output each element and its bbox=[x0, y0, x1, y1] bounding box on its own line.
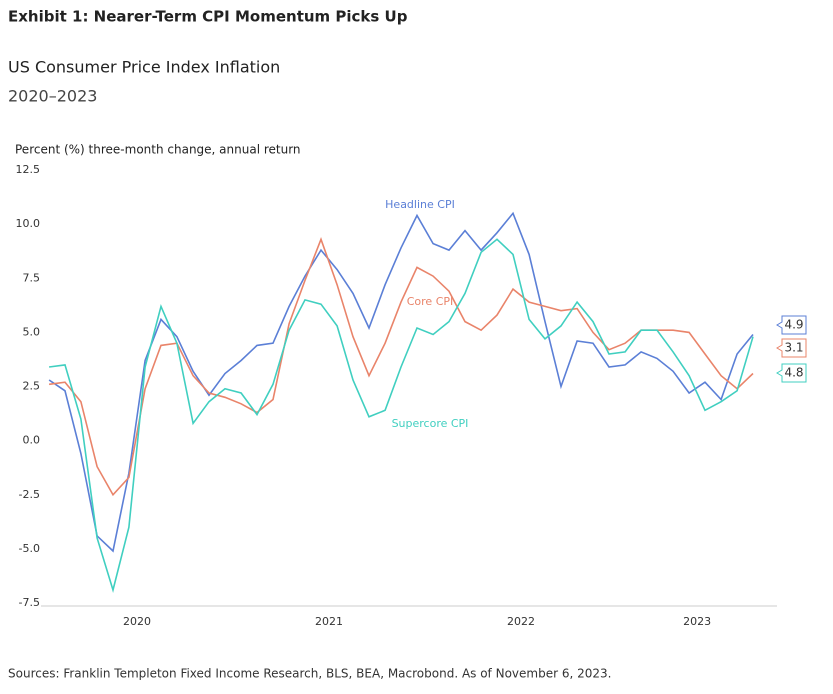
series-line bbox=[48, 238, 754, 593]
end-value-label: 4.8 bbox=[784, 366, 803, 380]
date-range: 2020–2023 bbox=[8, 87, 97, 106]
series-label: Core CPI bbox=[407, 295, 454, 308]
y-tick-label: 0.0 bbox=[23, 434, 41, 447]
end-label-box bbox=[776, 363, 807, 383]
y-tick-label: 12.5 bbox=[16, 163, 41, 176]
x-tick-label: 2021 bbox=[315, 615, 343, 628]
chart-title: Exhibit 1: Nearer-Term CPI Momentum Pick… bbox=[8, 8, 408, 26]
series-label: Supercore CPI bbox=[392, 417, 469, 430]
x-tick-label: 2022 bbox=[507, 615, 535, 628]
x-tick-label: 2020 bbox=[123, 615, 151, 628]
y-tick-label: -2.5 bbox=[19, 488, 40, 501]
series-label: Headline CPI bbox=[385, 198, 455, 211]
end-label-box bbox=[776, 338, 807, 358]
end-value-label: 4.9 bbox=[784, 318, 803, 332]
y-tick-label: -7.5 bbox=[19, 596, 40, 609]
y-tick-label: 7.5 bbox=[23, 271, 41, 284]
y-tick-label: 2.5 bbox=[23, 380, 41, 393]
y-tick-label: 10.0 bbox=[16, 217, 41, 230]
y-axis-label: Percent (%) three-month change, annual r… bbox=[15, 143, 301, 157]
chart-subtitle: US Consumer Price Index Inflation bbox=[8, 58, 280, 77]
source-note: Sources: Franklin Templeton Fixed Income… bbox=[8, 667, 611, 681]
end-label-box bbox=[776, 315, 807, 335]
end-value-label: 3.1 bbox=[784, 341, 803, 355]
series-line bbox=[48, 237, 754, 497]
series-line bbox=[48, 211, 754, 553]
y-tick-label: -5.0 bbox=[19, 542, 40, 555]
x-tick-label: 2023 bbox=[683, 615, 711, 628]
y-tick-label: 5.0 bbox=[23, 325, 41, 338]
